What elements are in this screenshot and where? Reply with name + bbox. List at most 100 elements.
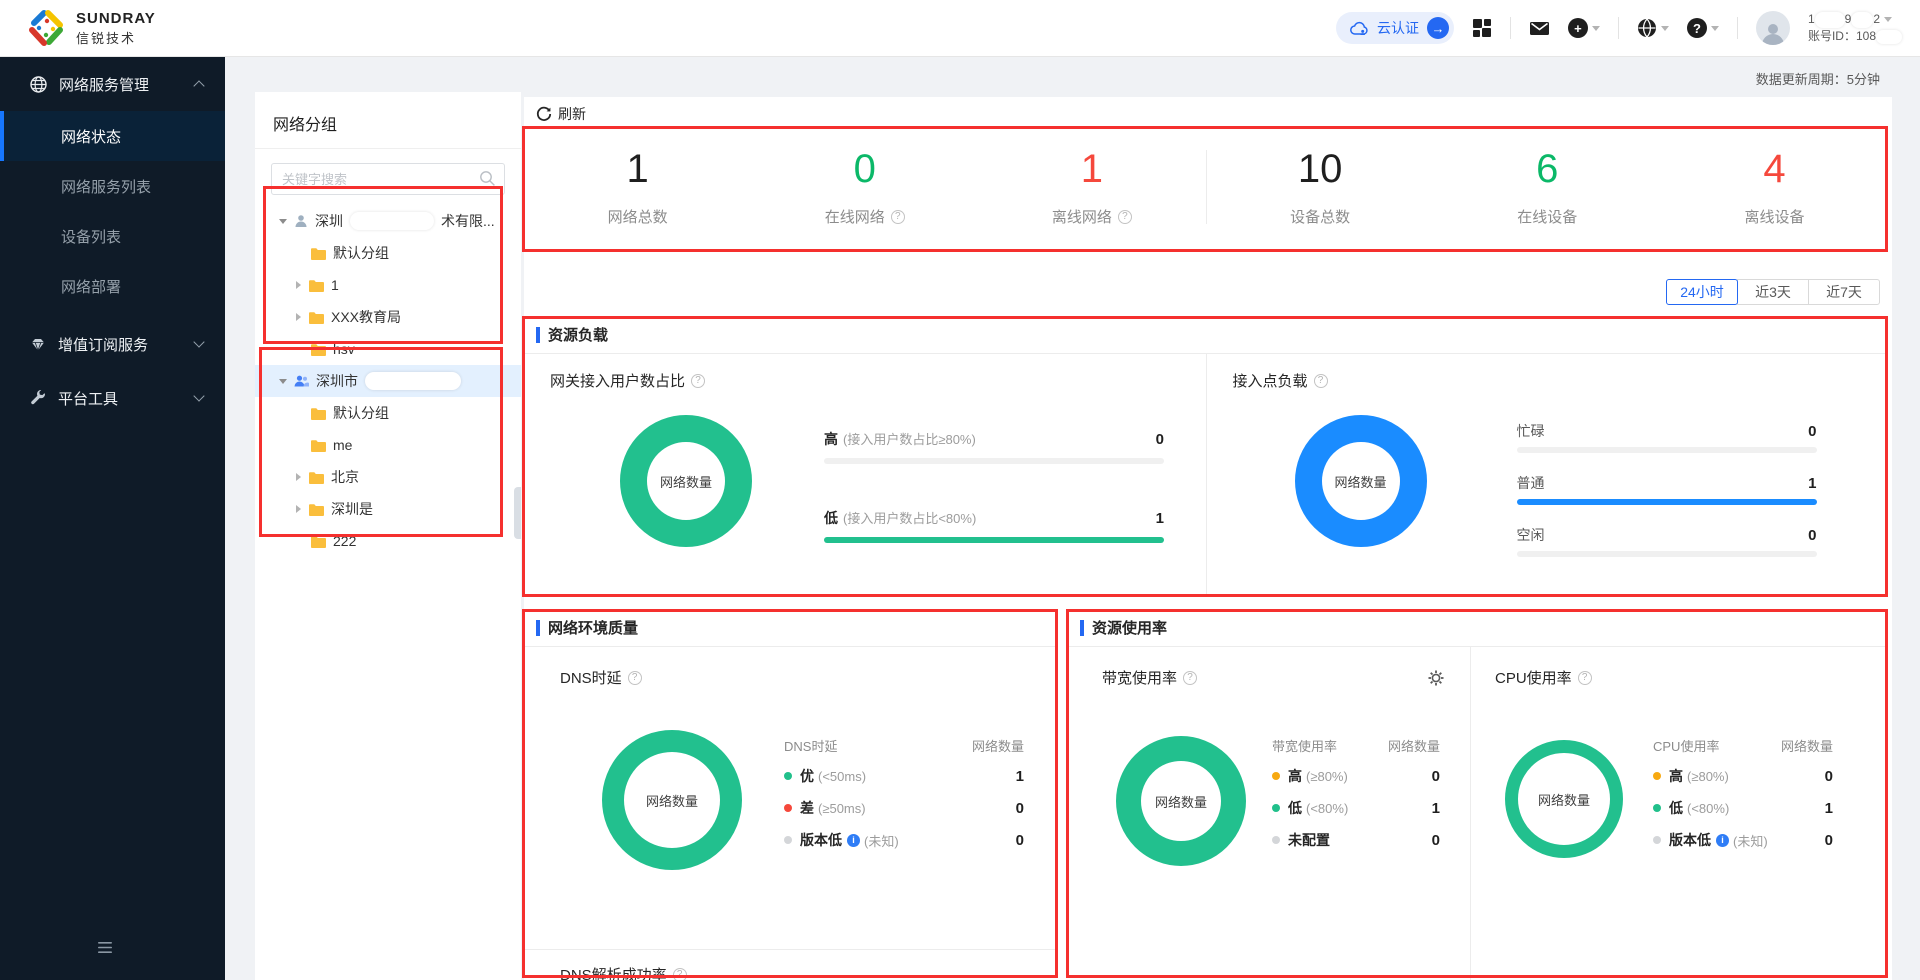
dashboard-card: 刷新 1 网络总数 0 在线网络 ? 1 离线网络 ? bbox=[524, 97, 1892, 980]
account-phone: 1 bbox=[1807, 12, 1815, 26]
tree-label: 默认分组 bbox=[333, 245, 389, 261]
tree-root-company-1[interactable]: 深圳 术有限... bbox=[255, 205, 521, 237]
stat-label: 离线网络 bbox=[1051, 209, 1112, 226]
search-icon[interactable] bbox=[479, 170, 496, 192]
green-dot-icon bbox=[784, 772, 792, 780]
sidebar-section-platform-tools[interactable]: 平台工具 bbox=[0, 371, 225, 425]
info-icon[interactable]: i bbox=[1716, 833, 1729, 847]
legend-value: 0 bbox=[1431, 831, 1440, 849]
legend-desc: (≥80%) bbox=[1687, 768, 1729, 784]
caret-right-icon bbox=[296, 313, 301, 321]
legend-row-high: 高 (≥80%) 0 bbox=[1653, 760, 1833, 792]
help-icon[interactable]: ? bbox=[691, 373, 706, 388]
tree-item-222[interactable]: 222 bbox=[255, 525, 521, 557]
tree-label: 1 bbox=[331, 277, 339, 293]
time-filter-7d[interactable]: 近7天 bbox=[1808, 279, 1880, 305]
tree-item-me[interactable]: me bbox=[255, 429, 521, 461]
sidebar-item-network-deploy[interactable]: 网络部署 bbox=[0, 261, 225, 311]
sidebar-item-device-list[interactable]: 设备列表 bbox=[0, 211, 225, 261]
dns-latency-donut-chart: 网络数量 bbox=[602, 730, 742, 870]
panel-collapse-handle[interactable] bbox=[514, 487, 521, 539]
help-icon[interactable]: ? bbox=[672, 967, 687, 980]
legend-col-header: 带宽使用率 bbox=[1272, 738, 1338, 754]
time-filter-3d[interactable]: 近3天 bbox=[1737, 279, 1809, 305]
avatar[interactable] bbox=[1755, 11, 1790, 45]
stat-label: 网络总数 bbox=[607, 209, 668, 226]
ap-busy-row: 忙碌 0 bbox=[1516, 421, 1817, 453]
tree-item-default-group-2[interactable]: 默认分组 bbox=[255, 397, 521, 429]
brand-name: SUNDRAY bbox=[76, 9, 156, 27]
tree-label: 深圳是 bbox=[331, 501, 373, 517]
bandwidth-usage-panel: 带宽使用率 ? bbox=[1068, 647, 1470, 980]
stat-value: 0 bbox=[853, 147, 876, 191]
add-menu[interactable]: + bbox=[1567, 18, 1600, 38]
folder-icon bbox=[310, 342, 326, 356]
caret-down-icon bbox=[1710, 25, 1719, 31]
tree-item-shenzhen[interactable]: 深圳是 bbox=[255, 493, 521, 525]
tree-item-default-group[interactable]: 默认分组 bbox=[255, 237, 521, 269]
caret-down-icon bbox=[1660, 25, 1669, 31]
cpu-legend: CPU使用率 网络数量 高 (≥80%) 0 bbox=[1653, 718, 1833, 858]
panel-title: DNS时延 bbox=[560, 670, 622, 687]
account-phone: 9 bbox=[1844, 12, 1852, 26]
help-menu[interactable]: ? bbox=[1686, 18, 1719, 38]
tree-item-beijing[interactable]: 北京 bbox=[255, 461, 521, 493]
apps-grid-icon[interactable] bbox=[1472, 18, 1492, 38]
sidebar-item-network-service-list[interactable]: 网络服务列表 bbox=[0, 161, 225, 211]
row-value: 0 bbox=[1808, 423, 1817, 440]
stat-value: 1 bbox=[626, 147, 649, 191]
legend-row-low: 低 (<80%) 1 bbox=[1653, 792, 1833, 824]
tree-item-hsv[interactable]: hsv bbox=[255, 333, 521, 365]
info-icon[interactable]: i bbox=[847, 833, 860, 847]
tree-root-company-2[interactable]: 深圳市 bbox=[255, 365, 521, 397]
section-title: 资源负载 bbox=[524, 316, 1888, 354]
panel-title: 网关接入用户数占比 bbox=[550, 373, 686, 390]
chevron-down-icon bbox=[193, 390, 205, 402]
row-label: 低 bbox=[824, 510, 838, 526]
search-input[interactable] bbox=[271, 163, 505, 195]
stat-device-offline: 4 离线设备 bbox=[1661, 147, 1888, 227]
mail-icon[interactable] bbox=[1529, 20, 1550, 37]
time-filter-24h[interactable]: 24小时 bbox=[1666, 279, 1738, 305]
row-label: 空闲 bbox=[1516, 527, 1545, 543]
stat-label: 在线设备 bbox=[1517, 209, 1578, 226]
stat-label: 设备总数 bbox=[1290, 209, 1351, 226]
legend-value: 0 bbox=[1431, 767, 1440, 785]
sidebar-section-subscribe[interactable]: 增值订阅服务 bbox=[0, 317, 225, 371]
legend-label: 高 bbox=[1288, 768, 1302, 784]
globe-dark-icon bbox=[1637, 18, 1657, 38]
help-icon[interactable]: ? bbox=[890, 209, 905, 224]
folder-icon bbox=[310, 438, 326, 452]
legend-label: 版本低 bbox=[800, 832, 842, 848]
stat-value: 4 bbox=[1763, 147, 1786, 191]
help-icon[interactable]: ? bbox=[627, 670, 642, 685]
cloud-auth-button[interactable]: 云认证 → bbox=[1335, 12, 1454, 44]
sidebar-item-network-status[interactable]: 网络状态 bbox=[0, 111, 225, 161]
refresh-button[interactable]: 刷新 bbox=[536, 104, 586, 124]
panel-divider bbox=[1470, 647, 1471, 980]
legend-col-header: 网络数量 bbox=[1387, 738, 1440, 754]
help-icon[interactable]: ? bbox=[1313, 373, 1328, 388]
tree-item-xxx-education[interactable]: XXX教育局 bbox=[255, 301, 521, 333]
tree-item-1[interactable]: 1 bbox=[255, 269, 521, 301]
help-icon[interactable]: ? bbox=[1577, 670, 1592, 685]
row-value: 1 bbox=[1808, 475, 1817, 492]
sidebar-collapse-icon[interactable] bbox=[98, 940, 112, 958]
gateway-high-row: 高 (接入用户数占比≥80%) 0 bbox=[824, 429, 1164, 464]
ap-load-donut-chart: 网络数量 bbox=[1294, 415, 1427, 547]
tree-label: 北京 bbox=[331, 469, 359, 485]
sidebar-section-network-services[interactable]: 网络服务管理 bbox=[0, 57, 225, 111]
row-desc: (接入用户数占比<80%) bbox=[843, 511, 977, 526]
network-globe-menu[interactable] bbox=[1637, 18, 1669, 38]
help-icon[interactable]: ? bbox=[1117, 209, 1132, 224]
sidebar-section-label: 增值订阅服务 bbox=[58, 336, 149, 354]
cpu-usage-panel: CPU使用率 ? 网络数量 CPU使用率 网络数量 bbox=[1471, 647, 1888, 980]
legend-value: 1 bbox=[1015, 767, 1024, 785]
header-divider bbox=[1617, 17, 1619, 39]
help-icon[interactable]: ? bbox=[1183, 670, 1198, 685]
gear-icon[interactable] bbox=[1428, 670, 1444, 686]
legend-desc: (<80%) bbox=[1306, 800, 1349, 816]
legend-col-header: DNS时延 bbox=[784, 738, 838, 754]
account-info[interactable]: 1 9 2 账号ID：108 bbox=[1808, 11, 1902, 45]
